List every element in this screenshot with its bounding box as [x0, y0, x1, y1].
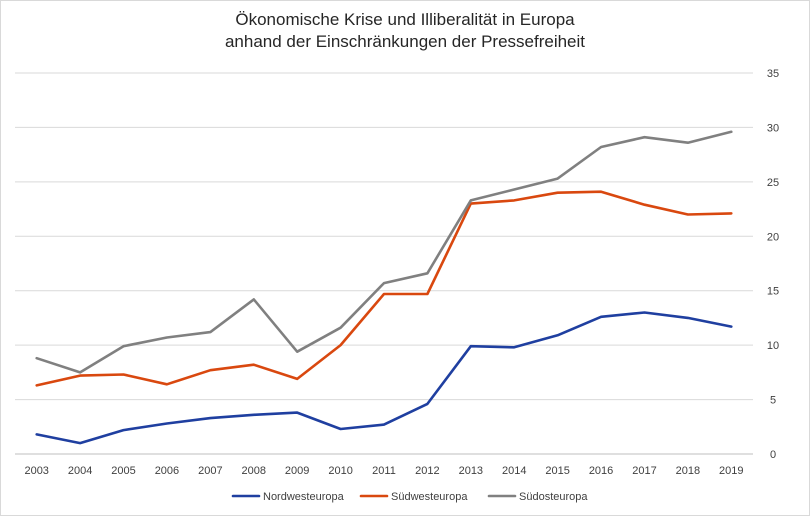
x-tick-label: 2013	[459, 465, 483, 477]
y-tick-label: 5	[770, 395, 776, 407]
gridlines	[15, 72, 753, 455]
series-line-2	[35, 190, 733, 387]
x-tick-label: 2006	[155, 465, 179, 477]
legend-label: Südosteuropa	[519, 491, 588, 503]
chart-title-line-1: Ökonomische Krise und Illiberalität in E…	[235, 10, 575, 29]
y-tick-label: 25	[767, 177, 779, 189]
x-tick-label: 2018	[676, 465, 700, 477]
x-axis-ticks: 2003 2004 2005 2006 2007 2008 2009 2010 2011 2012…	[24, 465, 743, 477]
series-line-3	[35, 130, 733, 374]
y-tick-label: 20	[767, 231, 779, 243]
legend-label: Südwesteuropa	[391, 491, 468, 503]
x-tick-label: 2017	[632, 465, 656, 477]
x-tick-label: 2008	[242, 465, 266, 477]
series-line-1	[35, 311, 733, 445]
y-tick-label: 15	[767, 286, 779, 298]
y-tick-label: 0	[770, 449, 776, 461]
x-tick-label: 2005	[111, 465, 135, 477]
x-tick-label: 2012	[415, 465, 439, 477]
y-tick-label: 30	[767, 122, 779, 134]
chart-title: Ökonomische Krise und Illiberalität in E…	[1, 9, 809, 53]
x-tick-label: 2019	[719, 465, 743, 477]
x-tick-label: 2010	[328, 465, 352, 477]
x-tick-label: 2014	[502, 465, 526, 477]
x-tick-label: 2004	[68, 465, 92, 477]
x-tick-label: 2016	[589, 465, 613, 477]
series-lines	[35, 130, 733, 445]
y-tick-label: 35	[767, 68, 779, 80]
legend-label: Nordwesteuropa	[263, 491, 345, 503]
chart-title-line-2: anhand der Einschränkungen der Pressefre…	[224, 32, 586, 51]
legend: Nordwesteuropa Südwesteuropa Südosteuropa	[231, 491, 588, 503]
x-tick-label: 2003	[24, 465, 48, 477]
x-tick-label: 2007	[198, 465, 222, 477]
x-tick-label: 2009	[285, 465, 309, 477]
y-axis-ticks: 0 5 10 15 20 25 30 35	[767, 68, 779, 461]
y-tick-label: 10	[767, 340, 779, 352]
x-tick-label: 2011	[372, 465, 396, 477]
x-tick-label: 2015	[545, 465, 569, 477]
